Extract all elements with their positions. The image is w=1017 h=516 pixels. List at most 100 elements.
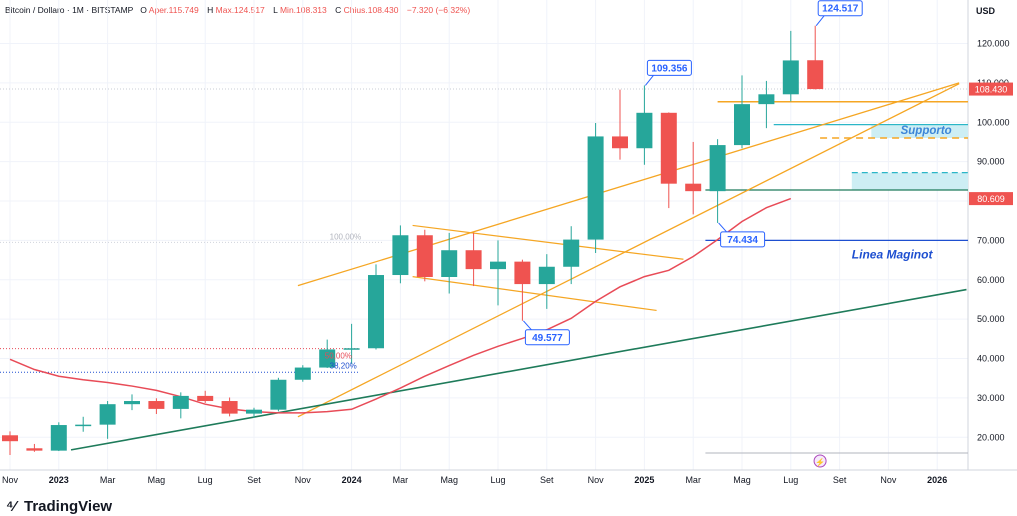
- candle: [368, 264, 384, 350]
- y-tick-label: 90.000: [977, 157, 1005, 167]
- candle-body: [148, 401, 165, 409]
- x-tick-label: 2026: [927, 475, 947, 485]
- y-tick-label: 60.000: [977, 275, 1005, 285]
- candle: [294, 365, 311, 382]
- y-tick-label: 20.000: [977, 432, 1005, 442]
- support-zone-lower: [851, 172, 968, 191]
- candle-body: [514, 261, 531, 285]
- candle: [612, 89, 628, 160]
- flag-lower-line: [412, 276, 657, 312]
- price-badge-label: 108.430: [975, 85, 1008, 95]
- candle-body: [734, 104, 750, 146]
- candle-body: [172, 395, 189, 409]
- event-marker-circle: [813, 454, 827, 468]
- candle-body: [490, 261, 506, 270]
- y-tick-label: 50.000: [977, 314, 1005, 324]
- callout-pointer: [645, 75, 654, 86]
- y-tick-label: 120.000: [977, 39, 1010, 49]
- close-value: Chius.108.430: [343, 5, 399, 15]
- candle-body: [197, 395, 214, 402]
- x-tick-label: Mar: [685, 475, 701, 485]
- candle: [709, 139, 726, 223]
- candle-body: [441, 250, 458, 277]
- callout-box: [646, 59, 692, 76]
- candle: [2, 431, 18, 455]
- candle-body: [26, 448, 43, 451]
- x-tick-label: Lug: [783, 475, 798, 485]
- callout-label: 124.517: [822, 4, 859, 15]
- candle: [50, 422, 67, 452]
- fib-50-label: 50,00%: [325, 352, 352, 361]
- supporto-label: Supporto: [901, 125, 952, 137]
- open-label: O: [140, 5, 147, 15]
- candle-body: [587, 136, 604, 240]
- x-tick-label: Nov: [295, 475, 312, 485]
- candle-body: [782, 60, 799, 95]
- candle: [172, 392, 189, 419]
- price-badge-label: 80.609: [977, 194, 1005, 204]
- candle: [75, 416, 92, 432]
- brand[interactable]: ⁴⁄ TradingView: [6, 498, 112, 515]
- currency-label: USD: [976, 6, 996, 16]
- candle: [148, 398, 165, 415]
- high-value: Max.124.517: [215, 5, 265, 15]
- candle: [221, 397, 238, 417]
- candle: [490, 240, 506, 306]
- candle: [660, 112, 677, 209]
- candle: [416, 229, 433, 282]
- candle: [685, 141, 702, 215]
- symbol-header: Bitcoin / Dollaro · 1M · BITSTAMP O Aper…: [5, 5, 470, 15]
- low-label: L: [273, 5, 278, 15]
- callout-box: [817, 0, 863, 17]
- candle-body: [343, 348, 360, 350]
- x-tick-label: 2023: [49, 475, 69, 485]
- x-tick-label: 2024: [342, 475, 362, 485]
- candle-body: [75, 424, 92, 427]
- candle: [392, 225, 409, 284]
- candles: [2, 25, 824, 455]
- x-tick-label: Mag: [148, 475, 166, 485]
- candle: [270, 377, 287, 412]
- fib-100-label: 100,00%: [330, 232, 362, 241]
- candle-body: [392, 235, 409, 276]
- candle-body: [246, 409, 262, 414]
- x-tick-label: 2025: [634, 475, 654, 485]
- callout-box: [720, 231, 766, 248]
- x-tick-label: Set: [833, 475, 847, 485]
- x-tick-label: Mag: [733, 475, 751, 485]
- candle: [124, 394, 140, 411]
- callout-pointer: [523, 320, 532, 331]
- candle: [343, 323, 360, 365]
- candle-body: [563, 239, 580, 267]
- candle: [758, 80, 775, 129]
- moving-average-line: [9, 197, 792, 414]
- candle-body: [685, 183, 702, 192]
- candle-body: [2, 435, 18, 442]
- maginot-label: Linea Maginot: [852, 247, 934, 261]
- callout-pointer: [718, 222, 727, 233]
- candle-body: [636, 112, 653, 149]
- candle-body: [294, 367, 311, 380]
- close-label: C: [335, 5, 342, 15]
- candle-body: [99, 404, 116, 425]
- channel-lower-line: [297, 83, 960, 418]
- x-tick-label: Nov: [588, 475, 605, 485]
- long-term-trend-line: [70, 288, 967, 451]
- candle: [538, 254, 555, 309]
- low-value: Min.108.313: [279, 5, 327, 15]
- candle: [807, 25, 824, 90]
- candle-body: [124, 401, 140, 405]
- x-tick-label: Lug: [490, 475, 505, 485]
- candle: [246, 407, 262, 418]
- candle: [734, 75, 750, 149]
- callout-label: 49.577: [532, 333, 563, 344]
- callout-label: 74.434: [727, 235, 758, 246]
- symbol-title: Bitcoin / Dollaro · 1M · BITSTAMP: [5, 5, 134, 15]
- candle-body: [465, 250, 482, 270]
- candle-body: [660, 112, 677, 184]
- price-badge: [969, 82, 1013, 96]
- x-tick-label: Set: [540, 475, 554, 485]
- price-badge: [969, 192, 1013, 206]
